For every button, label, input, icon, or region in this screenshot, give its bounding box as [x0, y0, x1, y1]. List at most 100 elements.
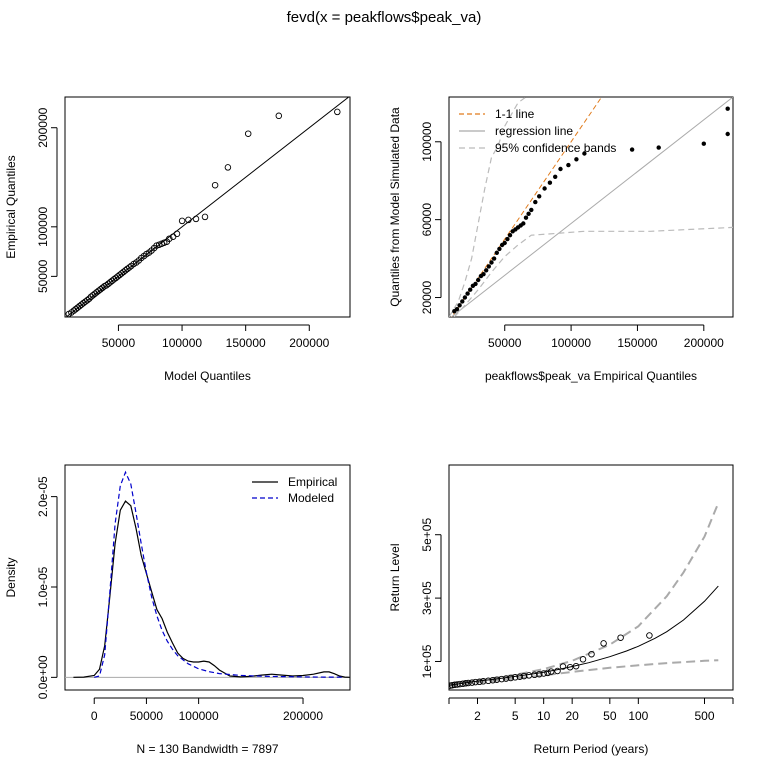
data-point: [542, 186, 547, 191]
data-point: [185, 216, 192, 224]
figure-title: fevd(x = peakflows$peak_va): [287, 9, 482, 26]
data-point: [479, 678, 487, 685]
y-tick-label: 1e+05: [420, 644, 434, 678]
data-point: [173, 230, 181, 238]
data-point: [465, 291, 470, 296]
data-point: [533, 199, 538, 205]
y-tick-label: 3e+05: [420, 581, 434, 615]
legend: 1-1 line regression line 95% confidence ba…: [459, 107, 616, 155]
data-point: [178, 217, 186, 225]
x-tick-label: 200000: [283, 709, 323, 723]
data-point: [126, 264, 133, 271]
data-point: [554, 667, 561, 675]
y-tick-label: 20000: [420, 281, 434, 315]
data-point: [646, 632, 653, 639]
y-tick-label: 0.0e+00: [36, 655, 50, 699]
data-point: [449, 681, 456, 689]
plot-frame: [448, 96, 734, 318]
data-point: [211, 181, 219, 189]
y-tick-label: 50000: [36, 259, 50, 293]
data-point: [725, 131, 730, 137]
data-point: [582, 151, 587, 156]
data-point: [468, 679, 476, 686]
data-point: [465, 679, 472, 687]
data-point: [588, 650, 595, 658]
data-point: [547, 180, 553, 185]
y-tick-label: 60000: [420, 203, 434, 237]
data-point: [224, 164, 232, 171]
data-point: [468, 287, 473, 292]
x-tick-label: 100: [628, 709, 648, 723]
upper-confidence-band: [449, 97, 527, 317]
legend-label: 95% confidence bands: [495, 141, 616, 155]
plot-frame: [64, 464, 351, 691]
data-point: [617, 634, 624, 641]
lower-confidence-band: [453, 226, 733, 317]
x-tick-label: 100000: [179, 709, 219, 723]
x-tick-label: 500: [694, 709, 714, 723]
return-level-line: [449, 585, 719, 686]
data-point: [462, 295, 468, 300]
data-point: [507, 233, 513, 238]
y-tick-label: 200000: [36, 107, 50, 147]
panel-qq-simulated-vs-empirical: 50000 100000 150000 200000 20000 60000 100000 p…: [388, 96, 734, 383]
data-point: [558, 166, 563, 172]
x-tick-label: 150000: [226, 336, 266, 350]
data-point: [511, 674, 519, 681]
data-point: [505, 236, 510, 242]
x-tick-label: 10: [537, 709, 551, 723]
data-point: [502, 240, 507, 246]
data-point: [531, 671, 538, 679]
x-axis-label: peakflows$peak_va Empirical Quantiles: [485, 369, 697, 383]
panel-density: 0 50000 100000 200000 0.0e+00 1.0e-05 2.0e-05 N…: [4, 464, 351, 756]
data-point: [476, 678, 483, 686]
data-point: [201, 213, 209, 221]
data-point: [457, 303, 462, 308]
data-point: [537, 194, 542, 199]
data-point: [462, 680, 469, 687]
data-point: [491, 256, 497, 261]
y-axis-label: Density: [4, 557, 18, 597]
data-point: [494, 250, 499, 255]
data-point: [547, 668, 555, 675]
data-point: [334, 108, 341, 116]
data-point: [540, 670, 547, 677]
data-point: [516, 673, 524, 680]
data-point: [489, 260, 494, 265]
x-tick-label: 150000: [617, 336, 657, 350]
plot-frame: [64, 96, 351, 318]
data-point: [486, 264, 491, 269]
data-point: [574, 157, 579, 162]
plot-area: [449, 97, 733, 317]
data-point: [192, 215, 200, 223]
panel-qq-model-vs-empirical: 50000 100000 150000 200000 50000 100000 200000…: [4, 96, 351, 383]
plot-area: [449, 502, 720, 689]
density-line-empirical: [73, 500, 350, 678]
data-point: [701, 141, 706, 146]
plot-area: [65, 470, 350, 678]
data-point: [502, 675, 510, 682]
x-tick-label: 200000: [684, 336, 724, 350]
x-tick-label: 5: [512, 709, 519, 723]
y-tick-label: 2.0e-05: [36, 476, 50, 517]
data-point: [244, 130, 252, 137]
x-axis-label: Model Quantiles: [164, 369, 251, 383]
data-point: [521, 221, 526, 226]
data-point: [566, 663, 574, 671]
data-point: [472, 678, 479, 686]
x-tick-label: 100000: [162, 336, 202, 350]
regression-line: [450, 97, 733, 317]
panel-return-level: 2 5 10 20 50 100 500 1e+05 3e+05 5e+05 Return Peri…: [388, 464, 734, 756]
plot-area: [65, 97, 350, 317]
data-point: [498, 675, 505, 683]
y-axis-label: Empirical Quantiles: [4, 155, 18, 258]
data-point: [553, 174, 558, 179]
x-tick-label: 20: [565, 709, 579, 723]
x-tick-label: 50: [603, 709, 617, 723]
x-axis-label: Return Period (years): [534, 742, 649, 756]
data-point: [566, 162, 571, 168]
y-tick-label: 1.0e-05: [36, 566, 50, 607]
y-tick-label: 100000: [420, 121, 434, 161]
